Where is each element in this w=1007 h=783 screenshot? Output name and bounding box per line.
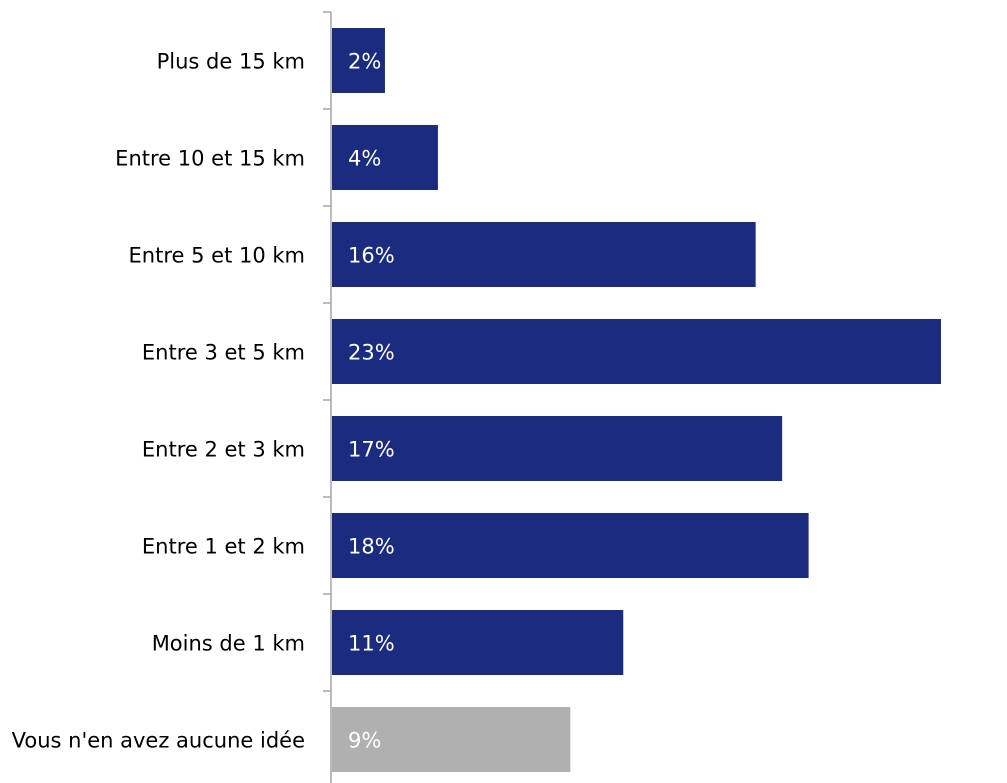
bar-2 — [332, 222, 756, 287]
value-label-0: 2% — [348, 50, 381, 74]
category-label-2: Entre 5 et 10 km — [129, 244, 305, 268]
bar-4 — [332, 416, 783, 481]
value-labels-group: 2% 4% 16% 23% 17% 18% 11% 9% — [348, 50, 395, 753]
category-label-5: Entre 1 et 2 km — [142, 535, 305, 559]
category-label-6: Moins de 1 km — [152, 632, 305, 656]
value-label-3: 23% — [348, 341, 395, 365]
value-label-4: 17% — [348, 438, 395, 462]
category-label-1: Entre 10 et 15 km — [115, 147, 305, 171]
category-label-0: Plus de 15 km — [157, 50, 305, 74]
bar-6 — [332, 610, 624, 675]
category-label-4: Entre 2 et 3 km — [142, 438, 305, 462]
value-label-1: 4% — [348, 147, 381, 171]
bar-0 — [332, 28, 385, 93]
value-label-6: 11% — [348, 632, 395, 656]
bars-group — [332, 28, 941, 772]
category-label-3: Entre 3 et 5 km — [142, 341, 305, 365]
bar-1 — [332, 125, 438, 190]
value-label-5: 18% — [348, 535, 395, 559]
y-axis — [323, 11, 332, 783]
bar-5 — [332, 513, 809, 578]
category-labels-group: Plus de 15 km Entre 10 et 15 km Entre 5 et… — [12, 50, 305, 753]
bar-3 — [332, 319, 941, 384]
value-label-2: 16% — [348, 244, 395, 268]
category-label-7: Vous n'en avez aucune idée — [12, 729, 305, 753]
bar-7 — [332, 707, 571, 772]
value-label-7: 9% — [348, 729, 381, 753]
